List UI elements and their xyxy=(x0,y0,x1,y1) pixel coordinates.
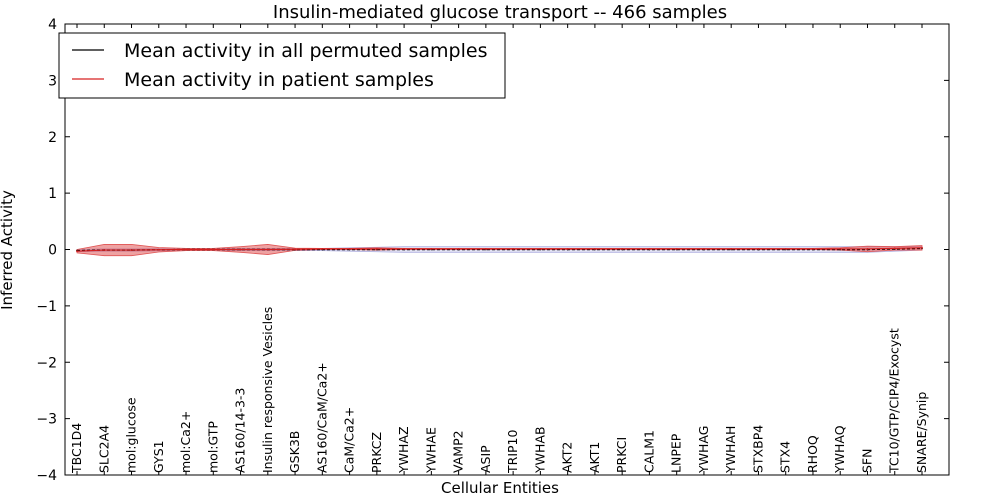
x-axis-categories: TBC1D4 SLC2A4 mol:glucose GYS1 mol:Ca2+ mol:G… xyxy=(69,24,929,475)
x-category-label: GSK3B xyxy=(287,431,302,473)
x-category-label: YWHAB xyxy=(532,426,547,474)
series-1-point-21 xyxy=(648,248,651,250)
x-category-label: mol:GTP xyxy=(205,421,220,473)
series-1-point-13 xyxy=(430,248,433,250)
x-category-label: mol:Ca2+ xyxy=(178,411,193,473)
series-1-point-26 xyxy=(784,248,787,250)
y-tick-label: −1 xyxy=(36,299,57,315)
x-category-label: TBC1D4 xyxy=(69,423,84,474)
series-1-point-25 xyxy=(757,248,760,250)
x-category-label: SNARE/Synip xyxy=(914,392,929,473)
series-1-point-15 xyxy=(484,248,487,250)
x-category-label: YWHAZ xyxy=(396,426,411,474)
x-category-label: STX4 xyxy=(778,441,793,473)
legend-label-0: Mean activity in all permuted samples xyxy=(124,40,487,62)
series-1-point-2 xyxy=(130,249,133,251)
x-category-label: RHOQ xyxy=(805,435,820,473)
x-category-label: SFN xyxy=(859,449,874,473)
y-tick-label: 3 xyxy=(48,73,57,89)
y-tick-label: −4 xyxy=(36,468,57,484)
series-1-point-10 xyxy=(348,248,351,250)
x-category-label: AKT1 xyxy=(587,442,602,473)
series-1-point-16 xyxy=(512,248,515,250)
y-tick-label: 1 xyxy=(48,186,57,202)
series-1-point-9 xyxy=(321,248,324,250)
series-1-point-4 xyxy=(185,248,187,251)
series-1-point-7 xyxy=(266,248,269,251)
series-1-point-6 xyxy=(239,248,242,251)
chart-title: Insulin-mediated glucose transport -- 46… xyxy=(273,2,727,23)
y-tick-label: 2 xyxy=(48,130,57,146)
x-category-label: ASIP xyxy=(478,445,493,473)
x-category-label: YWHAH xyxy=(723,426,738,474)
x-axis-label: Cellular Entities xyxy=(441,479,559,497)
y-tick-label: 0 xyxy=(48,243,57,259)
series-1-point-23 xyxy=(703,248,705,250)
y-tick-label: 4 xyxy=(48,17,57,33)
series-line-1 xyxy=(76,247,923,252)
series-1-point-22 xyxy=(675,248,678,250)
series-1-point-20 xyxy=(621,248,624,250)
x-category-label: AS160/14-3-3 xyxy=(233,388,248,473)
x-category-label: YWHAQ xyxy=(832,425,847,474)
x-category-label: AKT2 xyxy=(560,442,575,473)
y-tick-label: −2 xyxy=(36,355,57,371)
series-1-point-31 xyxy=(921,246,923,249)
series-1-point-29 xyxy=(866,248,869,250)
series-1-point-11 xyxy=(375,248,378,250)
series-1-point-5 xyxy=(212,248,215,251)
x-category-label: VAMP2 xyxy=(451,430,466,473)
series-1-point-19 xyxy=(594,248,596,250)
x-category-label: PRKCZ xyxy=(369,432,384,473)
series-1-point-18 xyxy=(566,248,569,250)
series-1-point-8 xyxy=(294,248,296,251)
series-1-point-14 xyxy=(457,248,460,250)
y-axis-label: Inferred Activity xyxy=(0,190,16,310)
x-category-label: AS160/CaM/Ca2+ xyxy=(314,362,329,473)
legend: Mean activity in all permuted samples Mea… xyxy=(58,32,506,99)
x-category-label: CALM1 xyxy=(641,430,656,473)
x-category-label: TC10/GTP/CIP4/Exocyst xyxy=(887,328,902,474)
series-1-point-1 xyxy=(103,249,106,251)
x-category-label: YWHAG xyxy=(696,426,711,474)
series-1-point-28 xyxy=(839,248,842,250)
x-category-label: YWHAE xyxy=(423,427,438,474)
x-category-label: LNPEP xyxy=(669,433,684,473)
x-category-label: GYS1 xyxy=(151,440,166,473)
series-1-point-17 xyxy=(539,248,542,250)
legend-box xyxy=(58,32,506,99)
series-1-point-24 xyxy=(730,248,733,250)
x-category-label: Insulin responsive Vesicles xyxy=(260,307,275,473)
legend-label-1: Mean activity in patient samples xyxy=(124,69,434,91)
series-lines xyxy=(76,246,923,253)
series-1-point-30 xyxy=(893,247,896,250)
series-1-point-3 xyxy=(157,248,160,251)
x-category-label: PRKCI xyxy=(614,437,629,473)
x-category-label: TRIP10 xyxy=(505,430,520,474)
x-category-label: mol:glucose xyxy=(124,397,139,473)
plot-frame xyxy=(64,23,950,476)
x-category-label: SLC2A4 xyxy=(96,425,111,473)
series-1-point-27 xyxy=(812,248,814,250)
y-axis-ticks: −4 −3 −2 −1 0 1 2 3 4 xyxy=(36,17,949,484)
y-tick-label: −3 xyxy=(36,412,57,428)
x-category-label: STXBP4 xyxy=(750,425,765,473)
x-category-label: CaM/Ca2+ xyxy=(342,407,357,473)
series-1-point-0 xyxy=(76,250,78,253)
series-1-point-12 xyxy=(403,248,405,250)
